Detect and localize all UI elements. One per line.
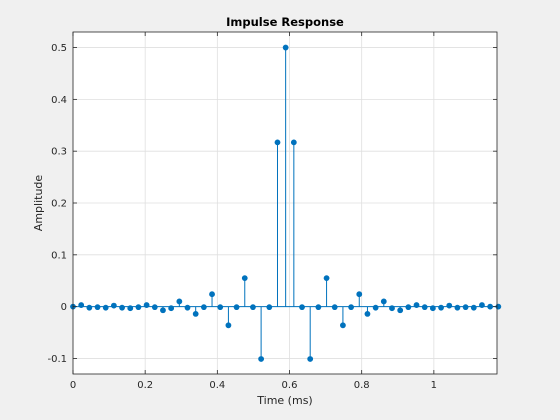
stem-marker xyxy=(487,303,494,310)
stem-marker xyxy=(290,139,297,146)
stem-marker xyxy=(266,304,273,311)
y-tick-label: 0.2 xyxy=(51,199,67,210)
stem-marker xyxy=(413,302,420,308)
stem-marker xyxy=(151,304,158,311)
stem-marker xyxy=(160,307,166,314)
stem-marker xyxy=(94,304,101,311)
y-tick-label: 0.5 xyxy=(51,43,67,54)
stem-marker xyxy=(176,298,183,305)
stem-marker xyxy=(356,291,363,298)
stem-marker xyxy=(86,304,93,311)
y-axis-label: Amplitude xyxy=(32,175,45,232)
x-tick-label: 0.6 xyxy=(282,380,298,391)
stem-marker xyxy=(274,139,281,146)
stem-marker xyxy=(340,322,346,329)
x-tick-label: 0.2 xyxy=(137,380,153,391)
stem-marker xyxy=(225,322,232,329)
stem-marker xyxy=(438,304,444,311)
y-tick-label: 0.3 xyxy=(51,147,67,158)
stem-marker xyxy=(299,304,305,311)
stem-marker xyxy=(233,304,240,311)
chart-title: Impulse Response xyxy=(226,15,344,29)
x-axis-label: Time (ms) xyxy=(256,394,312,407)
stem-marker xyxy=(250,304,256,311)
stem-marker xyxy=(462,304,469,311)
x-tick-label: 1 xyxy=(431,380,437,391)
stem-marker xyxy=(110,302,117,309)
stem-marker xyxy=(168,305,175,312)
stem-marker xyxy=(421,304,428,311)
stem-marker xyxy=(307,356,314,362)
stem-marker xyxy=(331,304,338,311)
x-tick-label: 0.8 xyxy=(354,380,370,391)
stem-marker xyxy=(217,304,224,311)
stem-marker xyxy=(470,304,477,311)
stem-marker xyxy=(119,304,125,311)
x-tick-label: 0 xyxy=(70,380,76,391)
stem-marker xyxy=(102,304,109,311)
stem-marker xyxy=(405,304,412,311)
stem-marker xyxy=(372,304,379,311)
stem-marker xyxy=(380,298,387,305)
x-tick-label: 0.4 xyxy=(209,380,225,391)
stem-marker xyxy=(241,275,248,282)
stem-marker xyxy=(454,304,461,311)
y-tick-label: 0.4 xyxy=(51,95,67,106)
stem-marker xyxy=(348,304,355,311)
stem-marker xyxy=(323,275,330,282)
y-tick-label: 0.1 xyxy=(51,250,67,261)
stem-marker xyxy=(397,307,404,314)
stem-marker xyxy=(446,302,453,309)
stem-marker xyxy=(200,304,207,311)
stem-series xyxy=(70,44,502,362)
stem-marker xyxy=(192,310,199,317)
stem-marker xyxy=(389,305,395,312)
stem-marker xyxy=(143,302,150,308)
stem-marker xyxy=(135,304,142,311)
stem-marker xyxy=(209,291,215,298)
stem-marker xyxy=(184,304,191,311)
y-tick-label: 0 xyxy=(61,302,67,313)
stem-marker xyxy=(315,304,322,311)
y-tick-label: -0.1 xyxy=(47,354,67,365)
stem-marker xyxy=(78,302,85,308)
axis-ticks: 0 0.2 0.4 0.6 0.8 1 -0.1 0 0.1 0.2 0.3 0.4 0.5 xyxy=(47,32,497,391)
stem-marker xyxy=(282,44,289,51)
stem-marker xyxy=(258,356,265,362)
stem-marker xyxy=(364,310,371,317)
stem-marker xyxy=(127,305,134,312)
stem-marker xyxy=(429,305,436,312)
stem-marker xyxy=(479,302,485,308)
